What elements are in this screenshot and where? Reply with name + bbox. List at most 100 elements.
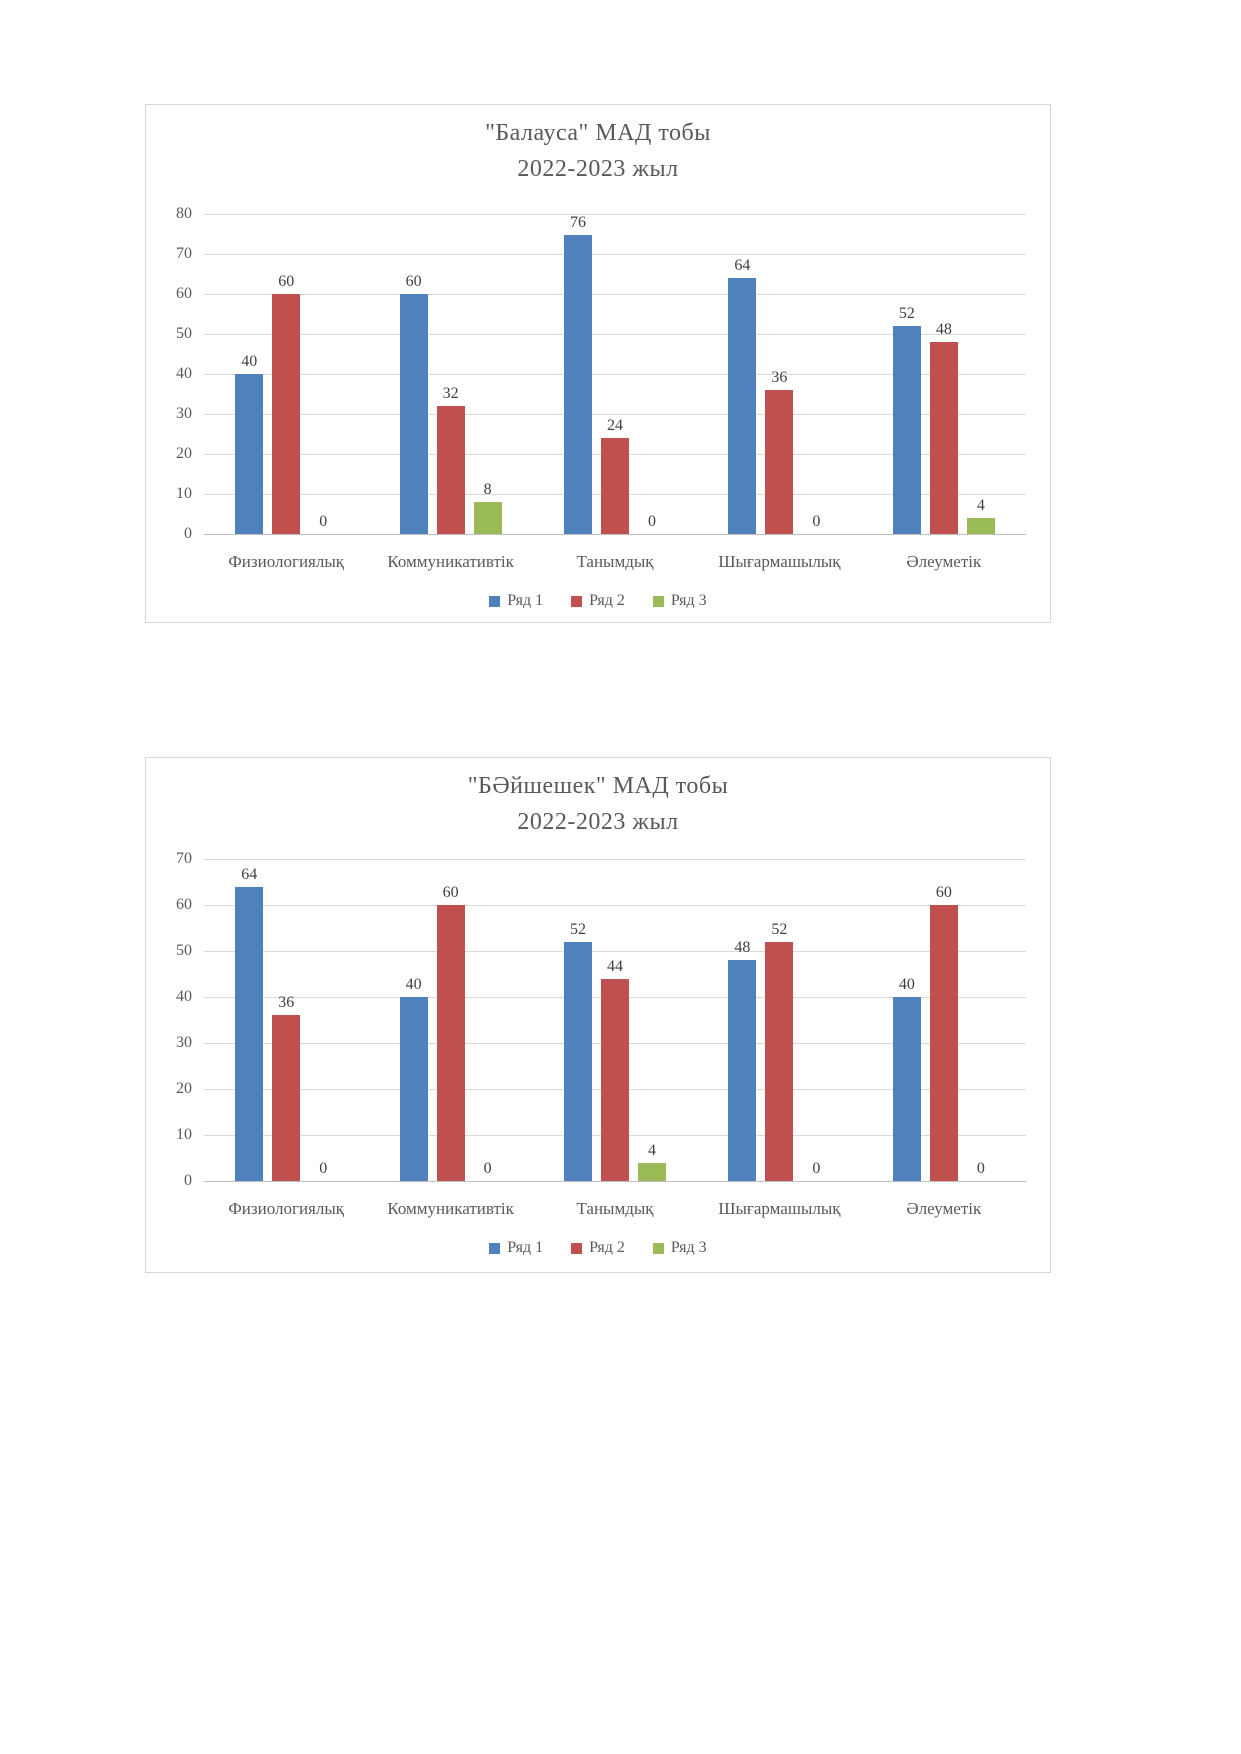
bar-value-label: 40 [241, 353, 258, 370]
bar-value-label: 0 [976, 1160, 985, 1177]
y-axis-tick-label: 50 [176, 942, 192, 959]
gridline [204, 859, 1026, 860]
gridline [204, 374, 1026, 375]
legend-label: Ряд 3 [670, 592, 707, 609]
legend: Ряд 1 Ряд 2 Ряд 3 [146, 1239, 1050, 1257]
bar-value-label: 24 [607, 417, 624, 434]
y-axis-tick-label: 20 [176, 445, 192, 462]
bar-slot: 4 [966, 214, 995, 534]
bar-group: 40 60 0 [368, 859, 532, 1181]
legend-label: Ряд 1 [507, 592, 544, 609]
plot-area: 64 36 0 40 60 0 52 44 4 48 52 0 40 60 0 [204, 859, 1026, 1182]
legend-item: Ряд 1 [489, 592, 543, 610]
bar [728, 960, 757, 1181]
bar [436, 905, 465, 1181]
bar-chart: "БӘйшешек" МАД тобы 2022-2023 жыл 70 60 50 40… [145, 757, 1051, 1273]
gridline [204, 951, 1026, 952]
bar-slot: 60 [272, 214, 301, 534]
bar-value-label: 64 [241, 865, 258, 883]
bar [728, 278, 757, 534]
legend-swatch-icon [489, 595, 501, 607]
bar-slot: 52 [765, 859, 794, 1181]
bar-slot: 0 [802, 214, 830, 534]
bar-slot: 0 [309, 859, 337, 1181]
bar-slot: 0 [638, 214, 666, 534]
bar-slot: 60 [436, 859, 465, 1181]
y-axis-tick-label: 20 [176, 1080, 192, 1097]
bar-slot: 0 [474, 859, 502, 1181]
y-axis-tick-label: 10 [176, 485, 192, 502]
bar-value-label: 64 [734, 257, 751, 274]
y-axis-tick-label: 60 [176, 896, 192, 913]
bar-slot: 64 [235, 859, 264, 1181]
bar [399, 997, 428, 1181]
x-axis-line [204, 534, 1026, 535]
bar [235, 886, 264, 1181]
legend-label: Ряд 3 [670, 1239, 707, 1256]
y-axis-tick-label: 70 [176, 850, 192, 867]
bar-slot: 40 [399, 859, 428, 1181]
bar-slot: 0 [967, 859, 995, 1181]
category-label: Шығармашылық [718, 1199, 841, 1218]
chart-title: "Балауса" МАД тобы [485, 120, 711, 146]
bar-slot: 60 [399, 214, 428, 534]
bar-slot: 32 [436, 214, 465, 534]
category-label: Шығармашылық [718, 552, 841, 571]
bar-slot: 36 [272, 859, 301, 1181]
bar-value-label: 0 [319, 1160, 328, 1177]
gridline [204, 905, 1026, 906]
bar-value-label: 60 [405, 273, 422, 290]
bar-value-label: 0 [812, 1160, 821, 1177]
bar-groups: 64 36 0 40 60 0 52 44 4 48 52 0 40 60 0 [204, 859, 1026, 1181]
bar-value-label: 0 [483, 1160, 492, 1177]
legend-label: Ряд 2 [589, 1239, 625, 1256]
y-axis-tick-label: 0 [184, 1172, 192, 1189]
bar-slot: 0 [309, 214, 337, 534]
bar-value-label: 60 [935, 884, 952, 901]
bar-value-label: 60 [278, 273, 295, 290]
y-axis-tick-label: 30 [176, 405, 192, 422]
bar [272, 1015, 301, 1181]
chart-title-block: "БӘйшешек" МАД тобы 2022-2023 жыл [146, 768, 1050, 840]
bar-group: 60 32 8 [368, 214, 532, 534]
bar-value-label: 48 [734, 939, 751, 957]
bar-slot: 52 [892, 214, 921, 534]
category-label: Танымдық [576, 552, 654, 571]
gridline [204, 294, 1026, 295]
bar-slot: 52 [564, 859, 593, 1181]
bar-slot: 24 [601, 214, 630, 534]
bar-value-label: 0 [812, 513, 821, 530]
legend-label: Ряд 1 [507, 1239, 544, 1256]
gridline [204, 254, 1026, 255]
bar-slot: 36 [765, 214, 794, 534]
bar [601, 438, 630, 534]
gridline [204, 414, 1026, 415]
category-label: Әлеуметік [906, 1199, 982, 1218]
bar-slot: 40 [235, 214, 264, 534]
bar-value-label: 0 [648, 513, 657, 530]
y-axis-tick-label: 50 [176, 325, 192, 342]
bar-value-label: 52 [570, 920, 587, 938]
legend-item: Ряд 2 [571, 592, 625, 610]
bar-group: 52 48 4 [862, 214, 1026, 534]
chart-subtitle: 2022-2023 жыл [517, 809, 679, 835]
bar-value-label: 40 [405, 976, 422, 993]
bar-slot: 4 [638, 859, 667, 1181]
bar [765, 941, 794, 1181]
plot-area: 40 60 0 60 32 8 76 24 0 64 36 0 52 48 4 [204, 214, 1026, 535]
bar-slot: 48 [929, 214, 958, 534]
bar [235, 374, 264, 534]
legend-label: Ряд 2 [589, 592, 625, 609]
bar-slot: 40 [892, 859, 921, 1181]
chart-subtitle: 2022-2023 жыл [517, 156, 679, 182]
bar-value-label: 4 [648, 1141, 657, 1159]
bar [966, 518, 995, 534]
bar-slot: 64 [728, 214, 757, 534]
bar-groups: 40 60 0 60 32 8 76 24 0 64 36 0 52 48 4 [204, 214, 1026, 534]
bar-group: 52 44 4 [533, 859, 697, 1181]
bar [929, 905, 958, 1181]
category-label: Физиологиялық [228, 552, 345, 571]
legend-item: Ряд 2 [571, 1239, 625, 1257]
bar-group: 48 52 0 [697, 859, 861, 1181]
